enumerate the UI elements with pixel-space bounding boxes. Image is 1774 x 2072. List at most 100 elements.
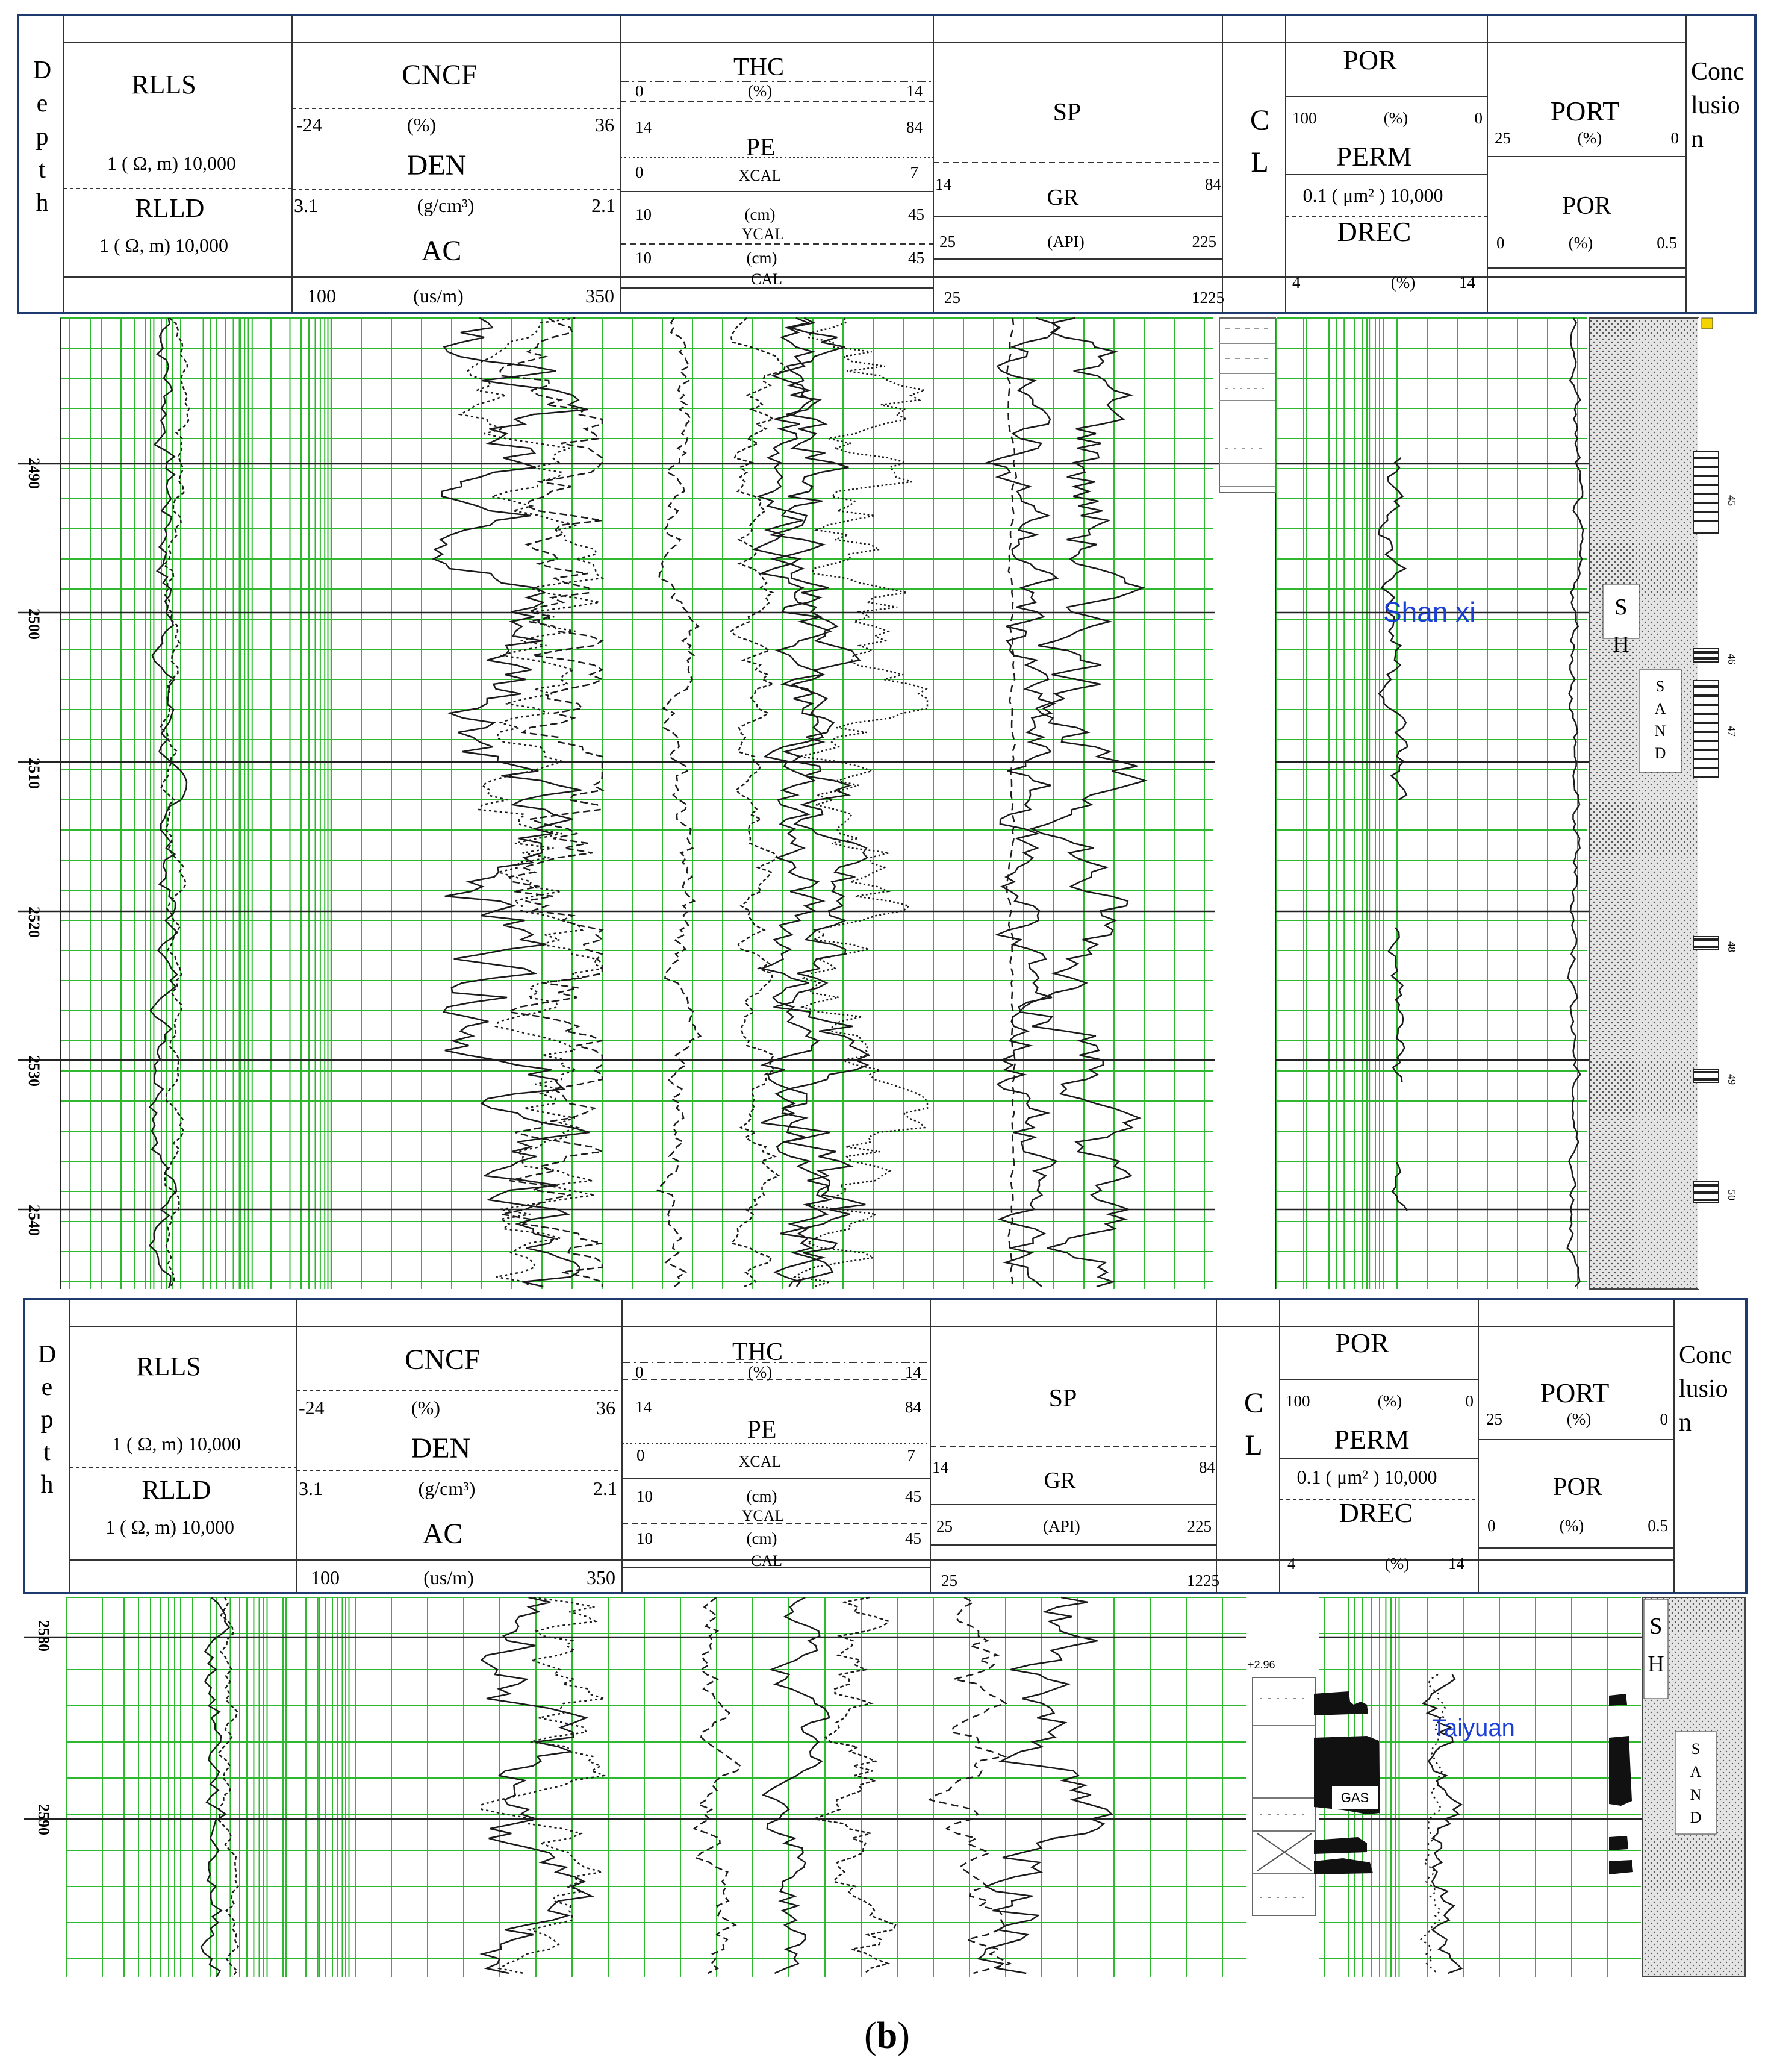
por2-name: POR [1562, 192, 1611, 220]
panel2-depth-ticks: 2580 2590 [35, 1620, 52, 1835]
panel1-cl-column [1215, 317, 1276, 1292]
lith-sh-letter: H [1613, 632, 1629, 657]
cncf-min: -24 [296, 114, 322, 136]
depth-tick: 2490 [25, 458, 43, 489]
log-curve [1419, 1673, 1446, 1974]
sp-name: SP [1053, 99, 1082, 126]
rlls-name: RLLS [131, 70, 196, 99]
port-min: 25 [1486, 1410, 1502, 1428]
conclusion-bar [1693, 680, 1719, 778]
svg-text:(b): (b) [864, 2015, 910, 2056]
ycal-min: 10 [635, 205, 652, 223]
conclusion-number: 49 [1726, 1074, 1738, 1085]
conclusion-text: Conc [1691, 58, 1744, 86]
cal-unit: (cm) [747, 249, 777, 267]
thc-name: THC [732, 1338, 783, 1366]
drec-name: DREC [1337, 216, 1411, 247]
pe-max: 84 [905, 1398, 922, 1416]
gr-max: 225 [1192, 232, 1217, 251]
gr-unit: (API) [1043, 1517, 1080, 1535]
log-curve [752, 317, 834, 1287]
cncf-name: CNCF [405, 1344, 480, 1376]
thc-unit: (%) [748, 1363, 772, 1381]
log-curve [159, 317, 190, 1288]
log-curve [148, 317, 188, 1288]
conclusion-text: lusio [1691, 92, 1740, 119]
den-name: DEN [407, 149, 467, 181]
sp-min: 14 [935, 175, 952, 193]
panel2-port-fill [1609, 1694, 1633, 1874]
sp-max: 84 [1199, 1458, 1216, 1476]
depth-tick: 2520 [25, 906, 43, 938]
por-max: 0 [1475, 109, 1483, 127]
por-unit: (%) [1378, 1392, 1402, 1410]
log-curve [729, 317, 786, 1288]
formation-label: Shan xi [1383, 596, 1475, 628]
log-curve [1378, 457, 1408, 801]
por2-min: 0 [1496, 234, 1505, 252]
cl-letter: C [1250, 104, 1269, 136]
rlls-scale: 1 ( Ω, m) 10,000 [107, 152, 236, 174]
caption-close: ) [897, 2015, 910, 2056]
thc-max: 14 [906, 82, 923, 100]
ac-name: AC [423, 1518, 463, 1550]
depth-tick: 2580 [35, 1620, 52, 1652]
port-unit: (%) [1578, 129, 1602, 147]
panel1-header: D e p t h RLLS 1 ( Ω, m) 10,000 RLLD 1 (… [17, 14, 1757, 314]
lith-sand-letter: D [1690, 1809, 1702, 1826]
cal-min: 10 [636, 1529, 653, 1547]
den-unit: (g/cm³) [417, 195, 475, 216]
cl-letter: L [1251, 146, 1268, 178]
pe-min: 14 [635, 1398, 652, 1416]
thc-name: THC [733, 54, 784, 81]
lith-sand-letter: A [1655, 700, 1666, 717]
lith-sand-letter: S [1692, 1740, 1700, 1758]
gas-label: GAS [1341, 1790, 1369, 1805]
cal-min: 10 [635, 249, 652, 267]
cal-name: CAL [751, 1552, 782, 1570]
conclusion-number: 50 [1726, 1190, 1738, 1200]
port-max: 0 [1671, 129, 1679, 147]
conclusion-number: 47 [1726, 726, 1738, 737]
formation-label: Taiyuan [1432, 1715, 1515, 1741]
drec-min: 4 [1292, 273, 1301, 292]
cncf-unit: (%) [407, 114, 436, 136]
caption-open: ( [864, 2015, 877, 2056]
cncf-unit: (%) [411, 1397, 440, 1418]
por2-max: 0.5 [1657, 234, 1677, 252]
perm-name: PERM [1336, 141, 1411, 172]
panel2-lithology-column: S H S A N D [1642, 1597, 1746, 1977]
den-name: DEN [411, 1432, 471, 1464]
xcal-min: 0 [636, 1446, 645, 1464]
den-unit: (g/cm³) [419, 1478, 476, 1499]
sp-name: SP [1049, 1385, 1077, 1412]
port-max: 0 [1660, 1410, 1669, 1428]
xcal-name: XCAL [739, 167, 782, 184]
log-curve [200, 1597, 231, 1977]
por2-name: POR [1553, 1473, 1602, 1501]
port-unit: (%) [1567, 1410, 1591, 1428]
panel2-log-body: +2.96 GAS S H S A N D [24, 1596, 1746, 1979]
pe-name: PE [747, 1416, 776, 1444]
pe-min: 14 [635, 118, 652, 136]
cncf-name: CNCF [402, 59, 477, 91]
cncf-max: 36 [596, 1397, 615, 1418]
depth-letter: t [39, 156, 46, 184]
log-curve [692, 1597, 742, 1974]
ycal-name: YCAL [742, 225, 785, 243]
conclusion-text: n [1679, 1409, 1692, 1437]
ycal-unit: (cm) [747, 1487, 777, 1505]
sp-max: 84 [1205, 175, 1222, 193]
log-curve [761, 317, 871, 1287]
log-curve [1006, 317, 1018, 1287]
lith-sand-letter: D [1655, 744, 1666, 762]
ac-name: AC [422, 235, 462, 267]
lith-sand-letter: N [1655, 722, 1666, 740]
log-curve [432, 317, 590, 1288]
ac-max: 350 [587, 1567, 615, 1588]
conclusion-bar [1693, 936, 1719, 950]
rlld-scale: 1 ( Ω, m) 10,000 [105, 1516, 234, 1538]
gr-max: 225 [1187, 1517, 1212, 1535]
por-name: POR [1343, 45, 1397, 75]
